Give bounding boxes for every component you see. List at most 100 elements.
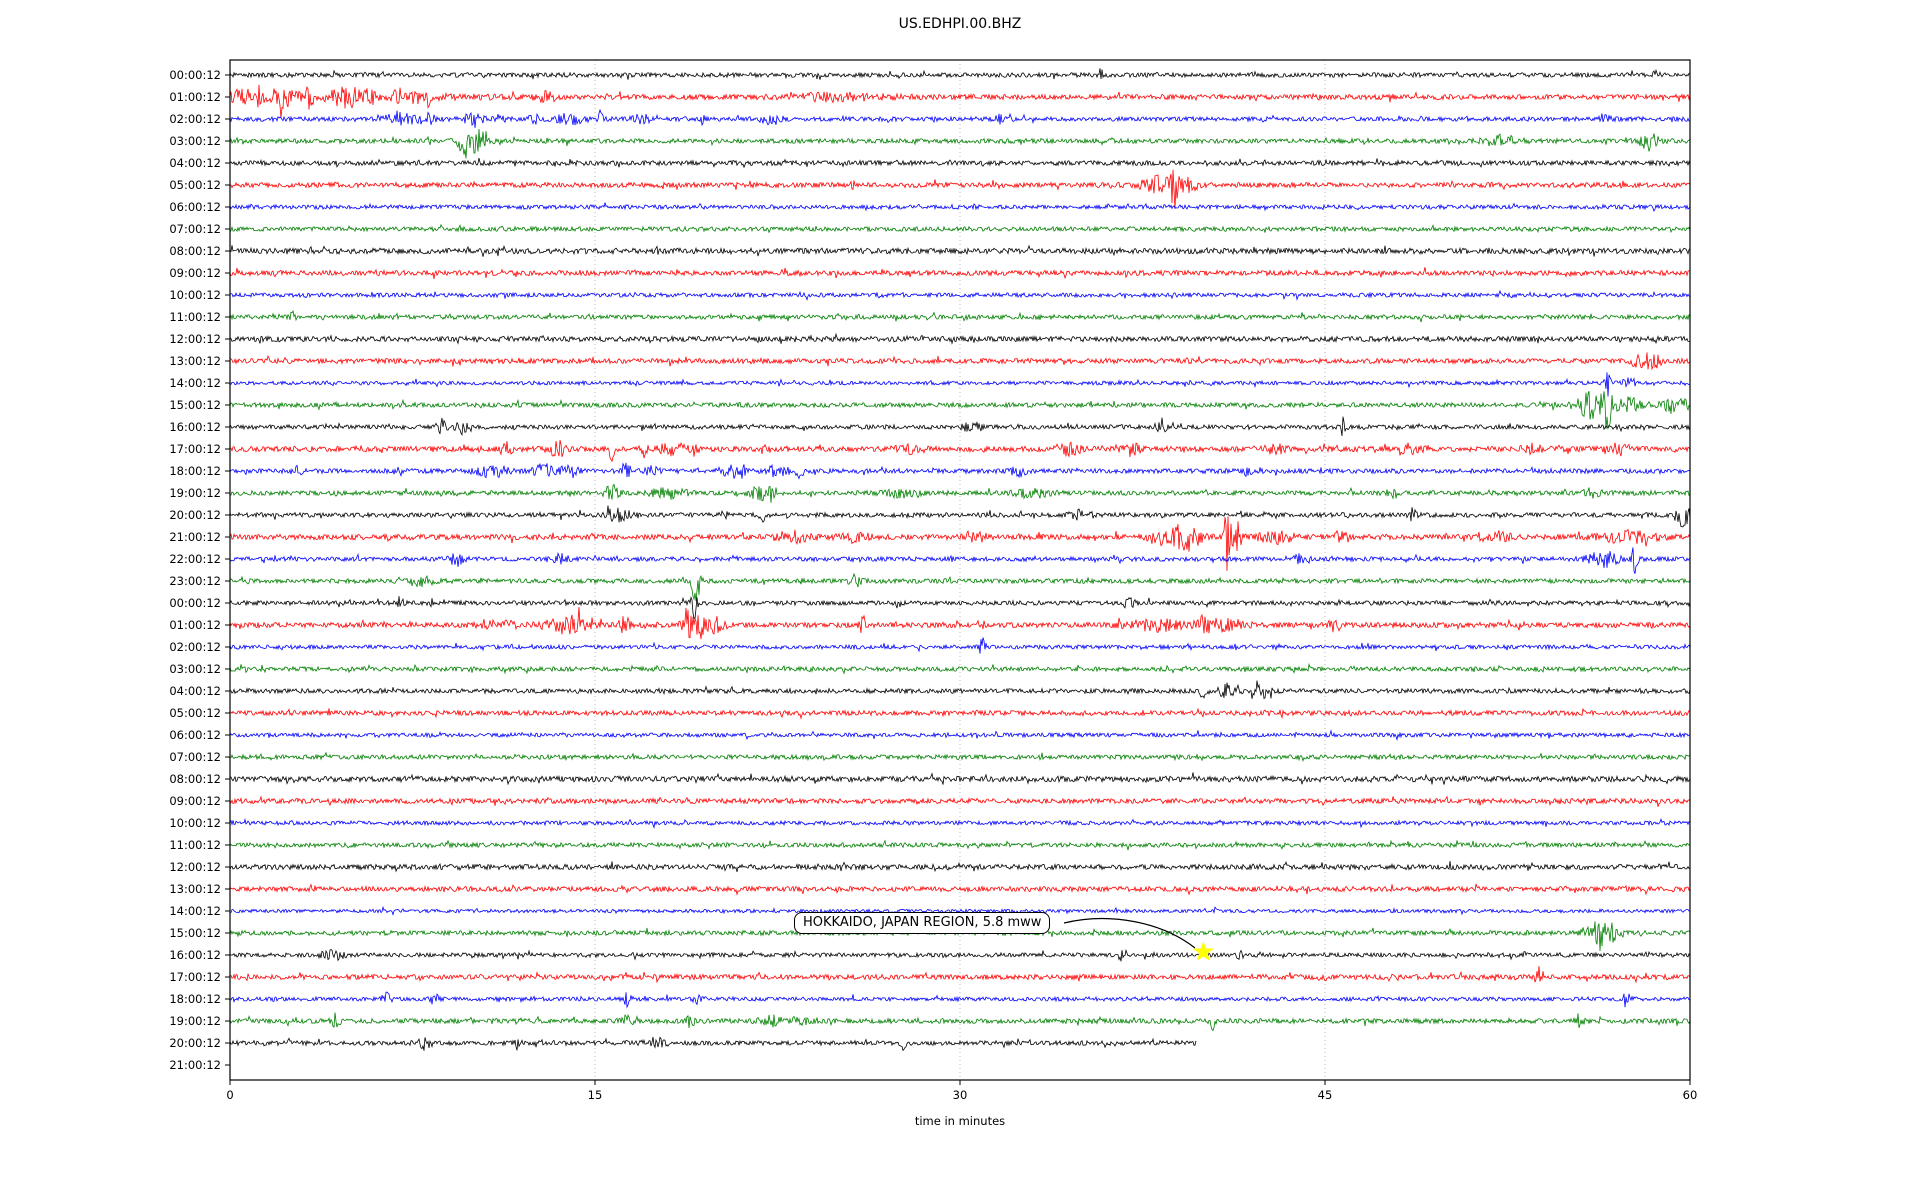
trace-row <box>229 572 1691 602</box>
trace-row <box>229 108 1691 128</box>
y-tick-label: 10:00:12 <box>169 816 221 830</box>
trace-row <box>229 352 1691 371</box>
x-tick-label: 60 <box>1683 1088 1698 1102</box>
trace-row <box>229 516 1691 571</box>
trace-row <box>229 309 1691 323</box>
trace-row <box>229 607 1691 640</box>
trace-row <box>229 1012 1691 1032</box>
trace-row <box>229 839 1691 851</box>
y-tick-label: 02:00:12 <box>169 112 221 126</box>
trace-row <box>229 861 1691 873</box>
y-tick-label: 09:00:12 <box>169 794 221 808</box>
y-tick-label: 15:00:12 <box>169 926 221 940</box>
trace-row <box>229 680 1691 700</box>
y-tick-label: 08:00:12 <box>169 244 221 258</box>
y-tick-label: 05:00:12 <box>169 706 221 720</box>
y-tick-label: 09:00:12 <box>169 266 221 280</box>
trace-row <box>229 505 1691 528</box>
y-tick-label: 03:00:12 <box>169 662 221 676</box>
y-tick-label: 13:00:12 <box>169 354 221 368</box>
trace-row <box>229 637 1691 654</box>
y-tick-label: 11:00:12 <box>169 838 221 852</box>
event-annotation-text: HOKKAIDO, JAPAN REGION, 5.8 mww <box>803 915 1042 930</box>
trace-row <box>229 244 1691 257</box>
y-tick-label: 18:00:12 <box>169 992 221 1006</box>
trace-row <box>229 462 1691 480</box>
y-tick-label: 00:00:12 <box>169 68 221 82</box>
x-tick-label: 15 <box>588 1088 603 1102</box>
y-tick-label: 14:00:12 <box>169 376 221 390</box>
y-tick-label: 02:00:12 <box>169 640 221 654</box>
trace-row <box>230 751 1691 763</box>
y-tick-label: 06:00:12 <box>169 728 221 742</box>
trace-row <box>229 948 1691 962</box>
y-tick-label: 07:00:12 <box>169 222 221 236</box>
x-axis-label: time in minutes <box>914 1114 1006 1128</box>
y-tick-label: 19:00:12 <box>169 486 221 500</box>
y-tick-label: 20:00:12 <box>169 508 221 522</box>
trace-row <box>229 223 1691 234</box>
trace-row <box>229 158 1691 169</box>
x-tick-label: 0 <box>226 1088 233 1102</box>
y-axis: 00:00:12 01:00:12 02:00:12 03:00:12 04:00:12… <box>169 68 230 1072</box>
traces <box>229 68 1691 1052</box>
trace-row <box>229 883 1691 896</box>
y-tick-label: 16:00:12 <box>169 420 221 434</box>
y-tick-label: 23:00:12 <box>169 574 221 588</box>
trace-row <box>229 596 1691 620</box>
x-axis: 0 15 30 45 60 <box>226 1080 1697 1102</box>
y-tick-label: 15:00:12 <box>169 398 221 412</box>
y-tick-label: 06:00:12 <box>169 200 221 214</box>
y-tick-label: 14:00:12 <box>169 904 221 918</box>
y-tick-label: 08:00:12 <box>169 772 221 786</box>
y-tick-label: 21:00:12 <box>169 530 221 544</box>
annotation-arrow <box>1063 918 1196 949</box>
trace-row <box>229 795 1691 807</box>
trace-row <box>229 547 1691 574</box>
trace-row <box>229 772 1691 786</box>
y-tick-label: 17:00:12 <box>169 970 221 984</box>
trace-row <box>229 966 1691 984</box>
y-tick-label: 22:00:12 <box>169 552 221 566</box>
y-tick-label: 20:00:12 <box>169 1036 221 1050</box>
trace-row <box>229 483 1691 503</box>
y-tick-label: 05:00:12 <box>169 178 221 192</box>
y-tick-label: 04:00:12 <box>169 684 221 698</box>
y-tick-label: 00:00:12 <box>169 596 221 610</box>
y-tick-label: 11:00:12 <box>169 310 221 324</box>
y-tick-label: 04:00:12 <box>169 156 221 170</box>
plot-title: US.EDHPI.00.BHZ <box>898 16 1022 32</box>
trace-row <box>229 169 1691 209</box>
trace-row <box>229 905 1691 916</box>
trace-row <box>229 440 1691 463</box>
x-tick-label: 45 <box>1318 1088 1333 1102</box>
y-tick-label: 19:00:12 <box>169 1014 221 1028</box>
trace-row <box>229 707 1691 720</box>
trace-row <box>229 372 1691 397</box>
trace-row <box>229 202 1691 213</box>
trace-row <box>229 991 1691 1009</box>
trace-row <box>229 390 1691 430</box>
y-tick-label: 13:00:12 <box>169 882 221 896</box>
trace-row <box>229 267 1691 280</box>
y-tick-label: 10:00:12 <box>169 288 221 302</box>
y-tick-label: 12:00:12 <box>169 860 221 874</box>
y-tick-label: 16:00:12 <box>169 948 221 962</box>
x-tick-label: 30 <box>953 1088 968 1102</box>
y-tick-label: 17:00:12 <box>169 442 221 456</box>
y-tick-label: 12:00:12 <box>169 332 221 346</box>
trace-row <box>229 817 1691 829</box>
trace-row <box>229 416 1691 437</box>
y-tick-label: 21:00:12 <box>169 1058 221 1072</box>
y-tick-label: 07:00:12 <box>169 750 221 764</box>
y-tick-label: 01:00:12 <box>169 90 221 104</box>
y-tick-label: 03:00:12 <box>169 134 221 148</box>
event-star-icon <box>1192 941 1214 961</box>
y-tick-label: 18:00:12 <box>169 464 221 478</box>
trace-row <box>229 729 1691 742</box>
trace-row <box>229 84 1691 118</box>
y-tick-label: 01:00:12 <box>169 618 221 632</box>
trace-row <box>229 662 1691 675</box>
